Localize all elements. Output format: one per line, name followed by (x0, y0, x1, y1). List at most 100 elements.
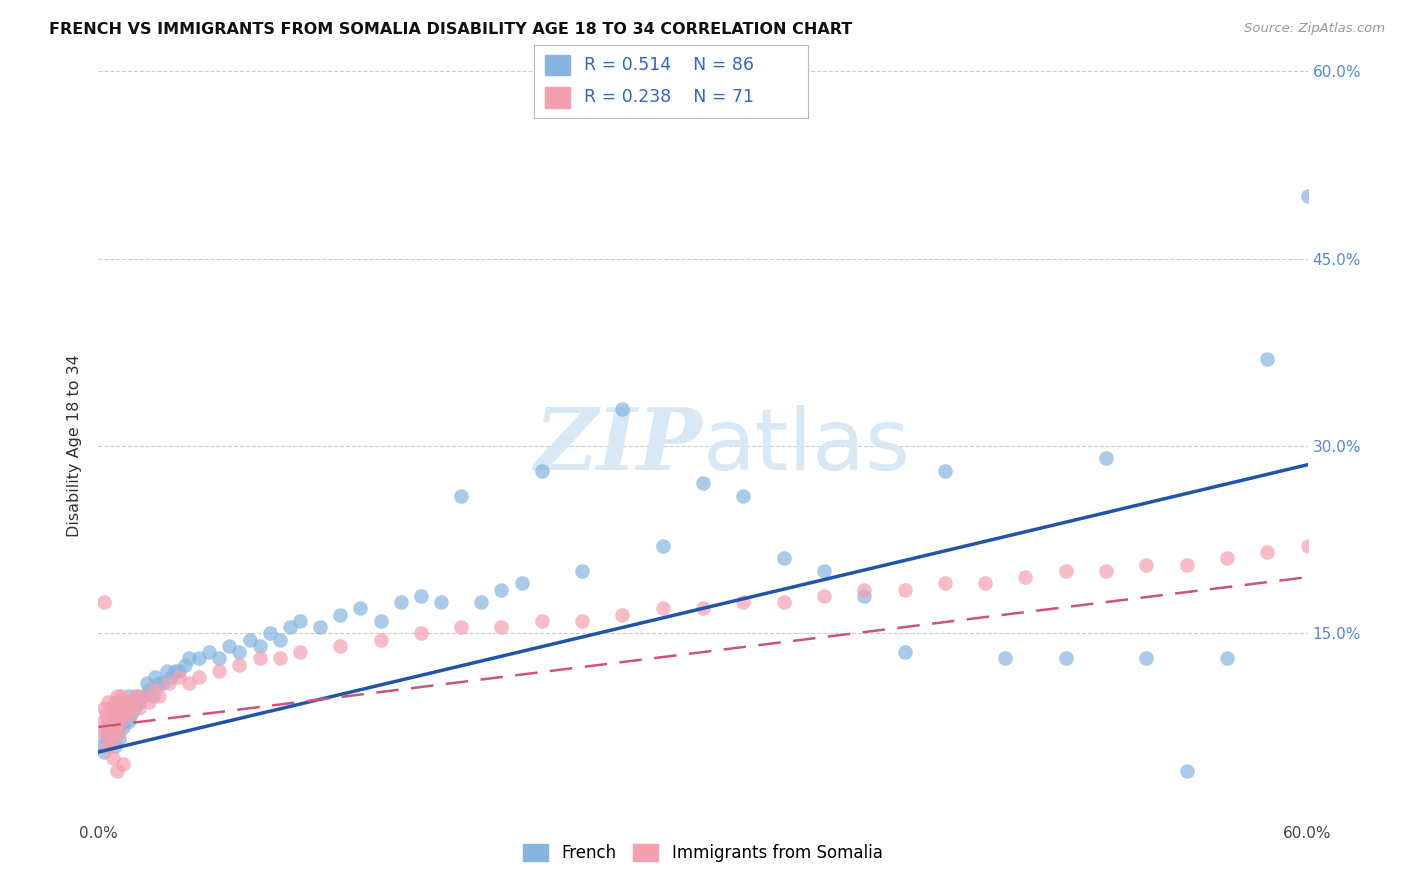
Point (107, 695, 129, 709)
Point (491, 620, 513, 634)
Point (125, 689, 148, 703)
Point (1256, 351, 1278, 366)
Point (152, 676, 174, 690)
Point (97, 695, 120, 709)
Point (100, 701, 122, 715)
Point (107, 732, 129, 747)
Point (101, 726, 124, 740)
Point (143, 682, 166, 697)
Point (491, 582, 513, 597)
Point (228, 657, 250, 672)
Point (132, 689, 155, 703)
Point (118, 707, 141, 722)
Point (329, 607, 352, 622)
Point (93, 701, 115, 715)
Point (893, 645, 915, 659)
Point (853, 582, 876, 597)
Point (115, 695, 138, 709)
Bar (546, 87, 569, 108)
Point (118, 689, 141, 703)
Point (772, 551, 794, 566)
Point (110, 689, 132, 703)
Point (100, 732, 122, 747)
Point (157, 676, 180, 690)
Point (114, 701, 136, 715)
Point (110, 714, 132, 728)
Point (101, 714, 124, 728)
Point (278, 620, 301, 634)
Point (470, 595, 492, 609)
Point (1054, 651, 1077, 665)
Point (142, 689, 165, 703)
Point (120, 707, 142, 722)
Point (110, 701, 132, 715)
Point (124, 689, 146, 703)
Point (1054, 564, 1077, 578)
Point (288, 645, 311, 659)
Point (97, 720, 120, 734)
Point (160, 670, 183, 684)
Point (105, 689, 128, 703)
Point (105, 714, 128, 728)
Point (1135, 558, 1157, 572)
Point (733, 489, 755, 503)
Point (96, 707, 118, 722)
Point (612, 607, 634, 622)
Point (1095, 451, 1118, 466)
Point (651, 601, 673, 615)
Point (115, 701, 138, 715)
Point (135, 676, 157, 690)
Point (97, 739, 120, 753)
Text: FRENCH VS IMMIGRANTS FROM SOMALIA DISABILITY AGE 18 TO 34 CORRELATION CHART: FRENCH VS IMMIGRANTS FROM SOMALIA DISABI… (49, 22, 852, 37)
Point (249, 639, 271, 653)
Point (530, 614, 553, 628)
Point (733, 595, 755, 609)
Point (1135, 651, 1157, 665)
Point (612, 401, 634, 416)
Point (1256, 545, 1278, 559)
Point (138, 695, 160, 709)
Point (111, 707, 134, 722)
Text: R = 0.514    N = 86: R = 0.514 N = 86 (583, 56, 754, 74)
Point (1296, 189, 1319, 203)
Point (101, 732, 124, 747)
Point (450, 620, 472, 634)
Point (105, 764, 128, 778)
Point (530, 464, 553, 478)
Point (309, 620, 332, 634)
Point (114, 695, 136, 709)
Point (97, 726, 120, 740)
Point (813, 564, 835, 578)
Point (107, 701, 129, 715)
Point (510, 576, 533, 591)
Point (349, 601, 371, 615)
Point (96, 726, 118, 740)
Point (107, 720, 129, 734)
Point (239, 632, 262, 647)
Point (97, 714, 120, 728)
Point (571, 564, 593, 578)
Point (994, 651, 1017, 665)
Point (228, 645, 250, 659)
Point (288, 614, 311, 628)
Point (1175, 558, 1198, 572)
Point (1216, 551, 1239, 566)
Point (103, 739, 125, 753)
Point (93, 714, 115, 728)
Point (96, 732, 118, 747)
Point (813, 589, 835, 603)
Text: R = 0.238    N = 71: R = 0.238 N = 71 (583, 88, 754, 106)
Point (430, 595, 453, 609)
Point (174, 657, 197, 672)
Point (111, 757, 134, 772)
Point (1095, 564, 1118, 578)
Point (128, 695, 150, 709)
Point (105, 726, 128, 740)
Point (91, 739, 114, 753)
Point (101, 751, 124, 765)
Point (100, 726, 122, 740)
Point (97, 739, 120, 753)
Point (110, 714, 132, 728)
Legend: French, Immigrants from Somalia: French, Immigrants from Somalia (516, 837, 890, 869)
Point (772, 595, 794, 609)
